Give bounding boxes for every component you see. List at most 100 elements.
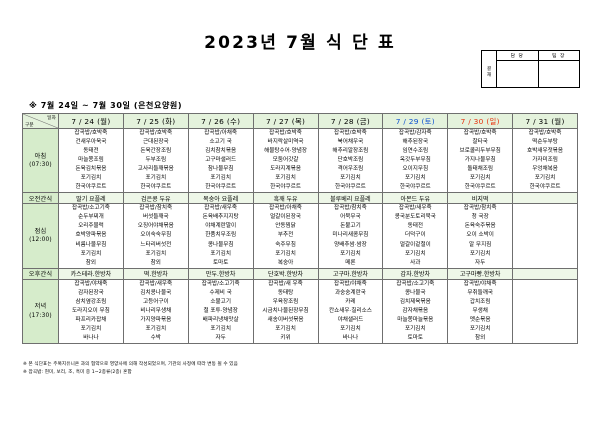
menu-dish: 동태탕 bbox=[277, 289, 294, 296]
snack-cell-afternoon-7[interactable] bbox=[512, 267, 578, 280]
menu-cell-dinner-0[interactable]: 잡곡밥/야채죽 감자된장국 삼치옆강조림 도라지오이 무침 파프리카잡채 포기김치 바나나 bbox=[58, 278, 124, 344]
date-header-7[interactable]: 7 / 31 (월) bbox=[512, 113, 578, 129]
menu-dish: 느타리버섯전 bbox=[140, 241, 172, 248]
approval-signature-teamlead[interactable] bbox=[539, 61, 580, 87]
menu-cell-dinner-5[interactable]: 잡곡밥/소고기죽 콩나물국 김치제육볶음 감자채볶음 마늘쫑마늘볶음 포기김치 토마토 bbox=[382, 278, 449, 344]
menu-cell-breakfast-3[interactable]: 잡곡밥/호박죽 바지락살미역국 해물탕수어·양념장 모둠어갓갈 도라지계볶음 포기김치 한국… bbox=[252, 127, 319, 194]
menu-dish: 김치제육볶음 bbox=[399, 298, 431, 305]
snack-cell-morning-7[interactable] bbox=[512, 192, 578, 205]
menu-dish: 참나물무침 bbox=[207, 166, 234, 173]
snack-cell-afternoon-5[interactable]: 감자.한방차 bbox=[382, 267, 449, 280]
date-header-0[interactable]: 7 / 24 (월) bbox=[58, 113, 124, 129]
menu-dish: 잡곡밥/참치죽 bbox=[334, 205, 367, 212]
menu-cell-lunch-7[interactable] bbox=[512, 203, 578, 269]
menu-cell-dinner-3[interactable]: 잡곡밥/새 우죽 동태탕 우육장조림 시금치나물된장무침 새송이버섯볶음 포기김치 키위 bbox=[252, 278, 319, 344]
menu-dish: 동태전 bbox=[407, 223, 424, 230]
menu-dish: 비름나물무침 bbox=[75, 241, 107, 248]
menu-dish: 돈육김치볶음 bbox=[75, 166, 107, 173]
menu-dish: 포기김치 bbox=[469, 250, 491, 257]
table-row-dinner: 저녁 (17:30) 잡곡밥/야채죽 감자된장국 삼치옆강조림 도라지오이 무침 파프리… bbox=[22, 278, 578, 344]
snack-cell-morning-3[interactable]: 흑깨 두유 bbox=[252, 192, 319, 205]
menu-dish: 오리주물럭 bbox=[78, 223, 104, 230]
date-header-3[interactable]: 7 / 27 (목) bbox=[252, 113, 319, 129]
menu-dish: 잡곡밥/아채죽 bbox=[269, 205, 302, 212]
menu-cell-dinner-6[interactable]: 잡곡밥/야채죽 무취들깨국 갑치조림 무생채 멧순볶음 포기김치 참외 bbox=[447, 278, 514, 344]
menu-dish: 비나리무생채 bbox=[140, 307, 172, 314]
menu-dish: 안동찜닭 bbox=[275, 223, 296, 230]
menu-dish: 포기김치 bbox=[145, 325, 167, 332]
menu-cell-breakfast-2[interactable]: 잡곡밥/아채죽 소고기 국 김치참치볶음 고구마샐러드 참나물무침 포기김치 한국야쿠르트 bbox=[187, 127, 254, 194]
table-row-afternoon-snack: 오후간식 카스테라.한방차 떡.한방차 만두.한방차 단호박.한방차 고구마.한… bbox=[22, 267, 578, 280]
snack-cell-afternoon-3[interactable]: 단호박.한방차 bbox=[252, 267, 319, 280]
date-header-5[interactable]: 7 / 29 (토) bbox=[382, 113, 449, 129]
menu-dish: 포기김치 bbox=[80, 325, 102, 332]
menu-cell-dinner-2[interactable]: 잡곡밥/소고기죽 수제비 국 소불고기 절 포투·양념장 배파리냉채맛살 포기김치 자두 bbox=[187, 278, 254, 344]
snack-cell-afternoon-2[interactable]: 만두.한방차 bbox=[187, 267, 254, 280]
menu-cell-lunch-6[interactable]: 잡곡밥/참치죽 청 국장 돈육숙주볶음 오이 소박이 알 무지짐 포기김치 자두 bbox=[447, 203, 514, 269]
snack-cell-afternoon-1[interactable]: 떡.한방차 bbox=[122, 267, 189, 280]
snack-cell-morning-5[interactable]: 아몬드 두유 bbox=[382, 192, 449, 205]
menu-cell-breakfast-6[interactable]: 잡곡밥/호박죽 잘타국 브로콜리두부무침 가지나물무침 돌태채조림 포기김치 한국야쿠르트 bbox=[447, 127, 514, 194]
menu-dish: 오이숙숙무침 bbox=[140, 232, 172, 239]
date-header-1[interactable]: 7 / 25 (화) bbox=[122, 113, 189, 129]
menu-dish: 얼갈이겉절이 bbox=[399, 241, 431, 248]
menu-dish: 포기김치 bbox=[210, 325, 231, 332]
menu-dish: 포기김치 bbox=[145, 250, 167, 257]
menu-dish: 새송이버섯볶음 bbox=[267, 316, 304, 323]
menu-cell-breakfast-0[interactable]: 잡곡밥/호박죽 건새우아욱국 동태전 마늘쫑조림 돈육김치볶음 포기김치 한국야쿠르트 bbox=[58, 127, 124, 194]
snack-cell-afternoon-0[interactable]: 카스테라.한방차 bbox=[58, 267, 124, 280]
menu-dish: 자두 bbox=[215, 334, 226, 341]
menu-dish: 오이지무침 bbox=[402, 166, 429, 173]
menu-cell-dinner-1[interactable]: 잡곡밥/새우죽 김치콩나물국 고등어구이 비나리무생채 가지양파볶음 포기김치 수박 bbox=[122, 278, 189, 344]
menu-dish: 참외 bbox=[85, 259, 97, 266]
menu-dish: 잡곡밥/참치죽 bbox=[463, 205, 497, 212]
menu-dish: 무취들깨국 bbox=[467, 289, 494, 296]
menu-dish: 멧순볶음 bbox=[469, 316, 491, 323]
approval-head-manager: 담 당 bbox=[497, 51, 538, 61]
snack-cell-morning-0[interactable]: 딸기 요플레 bbox=[58, 192, 124, 205]
menu-cell-lunch-2[interactable]: 잡곡밥/새우죽 돈육배추지지탕 야채계란말이 한품치무조림 콩나물무침 포기김치 토마토 bbox=[187, 203, 254, 269]
menu-dish: 고구마샐러드 bbox=[205, 157, 237, 164]
menu-cell-breakfast-4[interactable]: 잡곡밥/호박죽 북어채우국 해추리알장조림 단호박조림 격어우조림 포기김치 한국야쿠르트 bbox=[317, 127, 384, 194]
menu-cell-lunch-3[interactable]: 잡곡밥/아채죽 얼갈이된장국 안동찜닭 부추전 숙주무침 포기김치 복숭아 bbox=[252, 203, 319, 269]
menu-dish: 한품치무조림 bbox=[205, 232, 237, 239]
menu-dish: 잘타국 bbox=[472, 139, 488, 146]
menu-dish: 한국야쿠르트 bbox=[529, 184, 561, 191]
menu-dish: 잡곡밥/호박죽 bbox=[139, 130, 173, 136]
menu-cell-dinner-4[interactable]: 잡곡밥/야채죽 과숭숭계란국 카레 칸쇼새우·칠리소스 야채샐러드 포기김치 바나나 bbox=[317, 278, 384, 344]
snack-cell-afternoon-6[interactable]: 고구마빵.한방차 bbox=[447, 267, 514, 280]
menu-cell-lunch-0[interactable]: 잡곡밥/소고기죽 순두부찌개 오리주물럭 호박양파볶음 비름나물무침 포기김치 참외 bbox=[58, 203, 124, 269]
menu-cell-breakfast-1[interactable]: 잡곡밥/호박죽 근대된장국 돈육간장조림 두부조림 고사리들깨볶음 포기김치 한국야쿠르트 bbox=[122, 127, 189, 194]
menu-dish: 포기김치 bbox=[210, 250, 231, 257]
menu-cell-lunch-4[interactable]: 잡곡밥/참치죽 어묵무국 돈불고기 미나리새콤무침 양배추쌈·쌈장 포기김치 메론 bbox=[317, 203, 384, 269]
snack-cell-morning-1[interactable]: 검은콩 두유 bbox=[122, 192, 189, 205]
date-header-6[interactable]: 7 / 30 (일) bbox=[447, 113, 514, 129]
table-row-morning-snack: 오전간식 딸기 요플레 검은콩 두유 복숭아 요플레 흑깨 두유 블루베리 요플… bbox=[22, 192, 578, 205]
menu-cell-breakfast-7[interactable]: 잡곡밥/호박죽 떡순두부탕 호박새우젓볶음 가자미조림 우엉채복음 포기김치 한국야쿠르트 bbox=[512, 127, 578, 194]
menu-dish: 포기김치 bbox=[469, 175, 491, 182]
snack-cell-morning-6[interactable]: 비지떡 bbox=[447, 192, 514, 205]
snack-cell-morning-4[interactable]: 블루베리 요플레 bbox=[317, 192, 384, 205]
menu-dish: 우엉채복음 bbox=[532, 166, 558, 173]
menu-cell-lunch-1[interactable]: 잡곡밥/참치죽 버섯들깨국 오징어야채볶음 오이숙숙무침 느타리버섯전 포기김치 참외 bbox=[122, 203, 189, 269]
menu-dish: 메론 bbox=[345, 259, 356, 266]
date-header-4[interactable]: 7 / 28 (금) bbox=[317, 113, 384, 129]
snack-cell-morning-2[interactable]: 복숭아 요플레 bbox=[187, 192, 254, 205]
menu-dish: 포기김치 bbox=[469, 325, 491, 332]
menu-cell-dinner-7[interactable] bbox=[512, 278, 578, 344]
title-row: 2023년 7월 식 단 표 bbox=[0, 28, 600, 53]
footnote-0: ※ 본 식단표는 주복지유니온 과의 협약으로 영양사에 의해 작성되었으며, … bbox=[23, 362, 238, 367]
menu-dish: 잡곡밥/호박죽 bbox=[334, 130, 367, 136]
menu-cell-breakfast-5[interactable]: 잡곡밥/감자죽 해추된장국 임연수조림 옥갓두부무침 오이지무침 포기김치 한국야쿠르트 bbox=[382, 127, 449, 194]
approval-signature-manager[interactable] bbox=[497, 61, 538, 87]
page-title: 2023년 7월 식 단 표 bbox=[204, 33, 396, 53]
date-header-2[interactable]: 7 / 26 (수) bbox=[187, 113, 254, 129]
menu-dish: 해추된장국 bbox=[402, 139, 429, 146]
menu-dish: 마늘쫑조림 bbox=[78, 157, 104, 164]
snack-cell-afternoon-4[interactable]: 고구마.한방차 bbox=[317, 267, 384, 280]
menu-dish: 호박새우젓볶음 bbox=[527, 148, 564, 155]
menu-dish: 참외 bbox=[475, 334, 486, 341]
menu-dish: 잡곡밥/소고기죽 bbox=[201, 280, 240, 287]
menu-cell-lunch-5[interactable]: 잡곡밥/새우죽 콩국분도토리묵국 동태전 더덕구이 얼갈이겉절이 포기김치 사과 bbox=[382, 203, 449, 269]
menu-dish: 잡곡밥/새우죽 bbox=[204, 205, 238, 212]
